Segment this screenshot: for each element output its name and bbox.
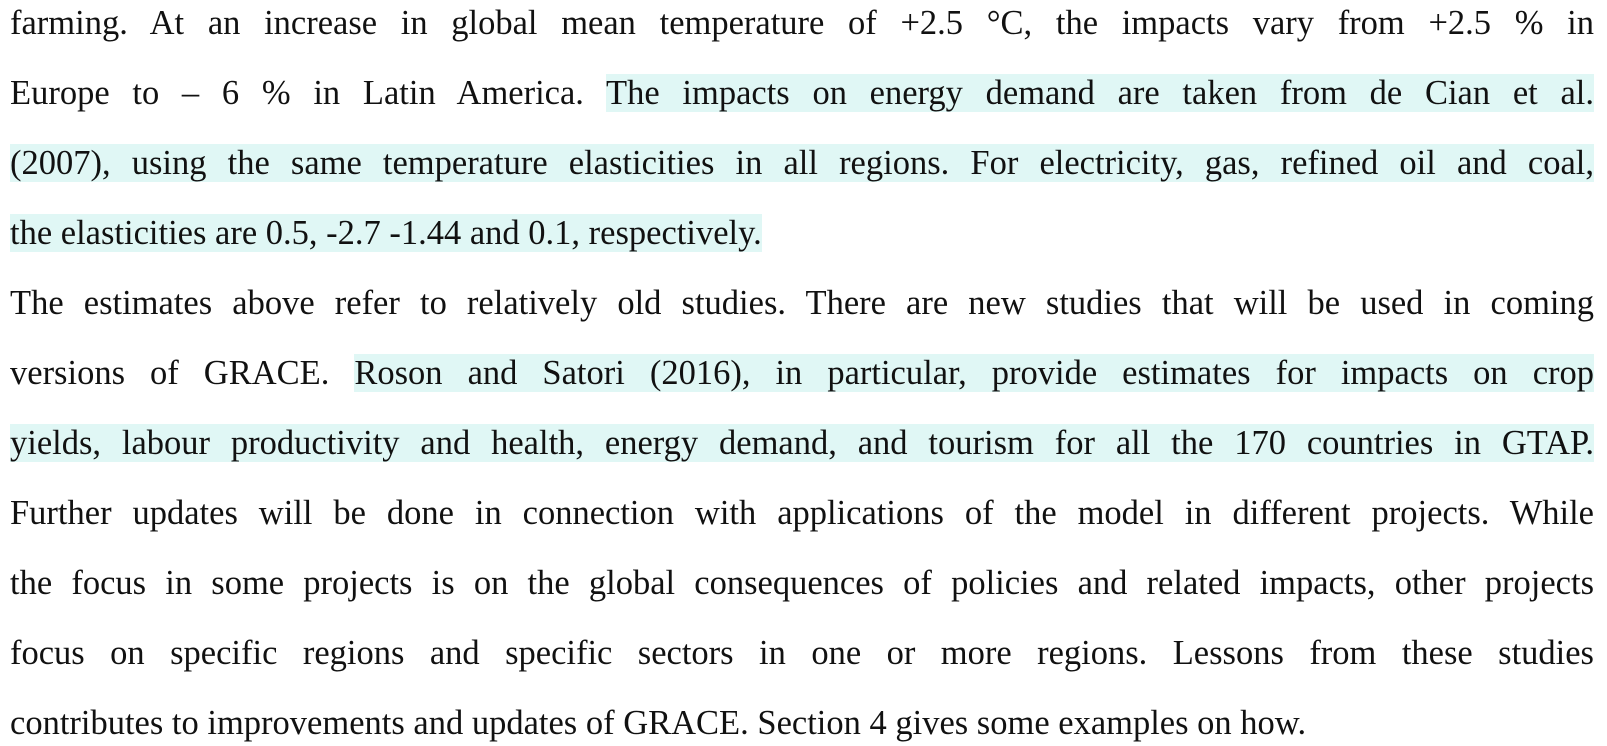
document-page: farming. At an increase in global mean t… [10, 0, 1594, 746]
text-line: focus on specific regions and specific s… [10, 630, 1594, 676]
text-line: Europe to – 6 % in Latin America. The im… [10, 70, 1594, 116]
text-line: yields, labour productivity and health, … [10, 420, 1594, 466]
text-line: contributes to improvements and updates … [10, 700, 1594, 746]
highlighted-text: yields, labour productivity and health, … [10, 424, 1594, 462]
highlighted-text: (2007), using the same temperature elast… [10, 144, 1594, 182]
body-text: the focus in some projects is on the glo… [10, 564, 1594, 602]
text-line: The estimates above refer to relatively … [10, 280, 1594, 326]
body-text: farming. At an increase in global mean t… [10, 4, 1594, 42]
text-line: Further updates will be done in connecti… [10, 490, 1594, 536]
text-line: farming. At an increase in global mean t… [10, 0, 1594, 46]
text-line: the focus in some projects is on the glo… [10, 560, 1594, 606]
text-line: the elasticities are 0.5, -2.7 -1.44 and… [10, 210, 1594, 256]
body-text: Further updates will be done in connecti… [10, 494, 1594, 532]
body-text: contributes to improvements and updates … [10, 704, 1307, 742]
highlighted-text: The impacts on energy demand are taken f… [606, 74, 1594, 112]
highlighted-text: Roson and Satori (2016), in particular, … [354, 354, 1594, 392]
text-line: versions of GRACE. Roson and Satori (201… [10, 350, 1594, 396]
body-text: Europe to – 6 % in Latin America. [10, 74, 607, 112]
body-text: versions of GRACE. [10, 354, 355, 392]
body-text: The estimates above refer to relatively … [10, 284, 1594, 322]
body-text: focus on specific regions and specific s… [10, 634, 1594, 672]
document-body: farming. At an increase in global mean t… [10, 0, 1594, 746]
text-line: (2007), using the same temperature elast… [10, 140, 1594, 186]
highlighted-text: the elasticities are 0.5, -2.7 -1.44 and… [10, 214, 762, 252]
